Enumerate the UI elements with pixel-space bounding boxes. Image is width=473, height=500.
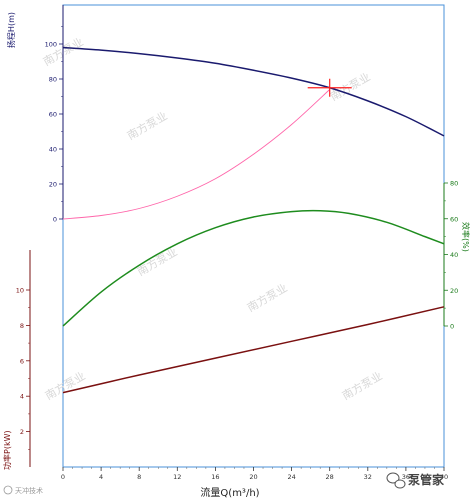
efficiency-tick-label: 0: [450, 323, 454, 331]
flow-tick-label: 12: [173, 473, 181, 481]
efficiency-tick-label: 40: [450, 251, 458, 259]
brand-badge: 泵管家: [386, 472, 445, 489]
head-tick-label: 100: [45, 41, 57, 49]
power-tick-label: 8: [20, 322, 24, 330]
watermark: 南方泵业: [43, 368, 88, 402]
watermarks: 南方泵业 南方泵业 南方泵业 南方泵业 南方泵业 南方泵业 南方泵业: [41, 34, 385, 402]
flow-tick-label: 4: [99, 473, 103, 481]
flow-axis-ticks: 0 4 8 12 16 20 24 28 32 36 40: [61, 467, 448, 481]
head-tick-label: 80: [49, 76, 57, 84]
efficiency-axis-label: 效率(%): [461, 222, 471, 252]
head-tick-label: 0: [53, 216, 57, 224]
efficiency-axis-ticks: 0 20 40 60 80: [444, 180, 458, 331]
head-curve: [62, 46, 445, 137]
head-tick-label: 20: [49, 181, 57, 189]
power-tick-label: 2: [20, 428, 24, 436]
head-axis-ticks: 0 20 40 60 80 100: [45, 26, 63, 224]
flow-tick-label: 20: [249, 473, 257, 481]
flow-axis-label: 流量Q(m³/h): [200, 486, 259, 499]
flow-tick-label: 24: [287, 473, 295, 481]
operating-point-marker: [307, 78, 352, 97]
flow-tick-label: 28: [326, 473, 334, 481]
system-curve: [62, 89, 331, 220]
flow-tick-label: 32: [364, 473, 372, 481]
plot-frame: [62, 4, 445, 468]
watermark: 南方泵业: [340, 368, 385, 402]
weibo-icon: [3, 485, 13, 495]
watermark: 南方泵业: [245, 280, 290, 314]
power-axis-ticks: 2 4 6 8 10: [16, 287, 30, 450]
power-tick-label: 4: [20, 393, 24, 401]
wechat-icon: [386, 472, 406, 489]
flow-tick-label: 16: [211, 473, 219, 481]
efficiency-tick-label: 20: [450, 287, 458, 295]
watermark: 南方泵业: [125, 108, 170, 142]
power-tick-label: 10: [16, 287, 24, 295]
source-mark-text: 天冲技术: [15, 486, 43, 495]
head-axis-label: 扬程H(m): [6, 12, 16, 48]
head-tick-label: 60: [49, 111, 57, 119]
flow-tick-label: 36: [402, 473, 410, 481]
source-mark: 天冲技术: [3, 485, 43, 495]
power-tick-label: 6: [20, 357, 24, 365]
efficiency-curve: [62, 209, 445, 327]
watermark: 南方泵业: [328, 69, 373, 103]
head-tick-label: 40: [49, 146, 57, 154]
efficiency-tick-label: 60: [450, 215, 458, 223]
flow-tick-label: 8: [137, 473, 141, 481]
flow-tick-label: 0: [61, 473, 65, 481]
watermark: 南方泵业: [135, 244, 180, 278]
power-curve: [62, 306, 445, 394]
power-axis-label: 功率P(kW): [2, 430, 12, 470]
flow-tick-label: 40: [440, 473, 448, 481]
brand-text: 泵管家: [408, 472, 445, 487]
efficiency-tick-label: 80: [450, 180, 458, 188]
series-layer: [62, 46, 445, 394]
